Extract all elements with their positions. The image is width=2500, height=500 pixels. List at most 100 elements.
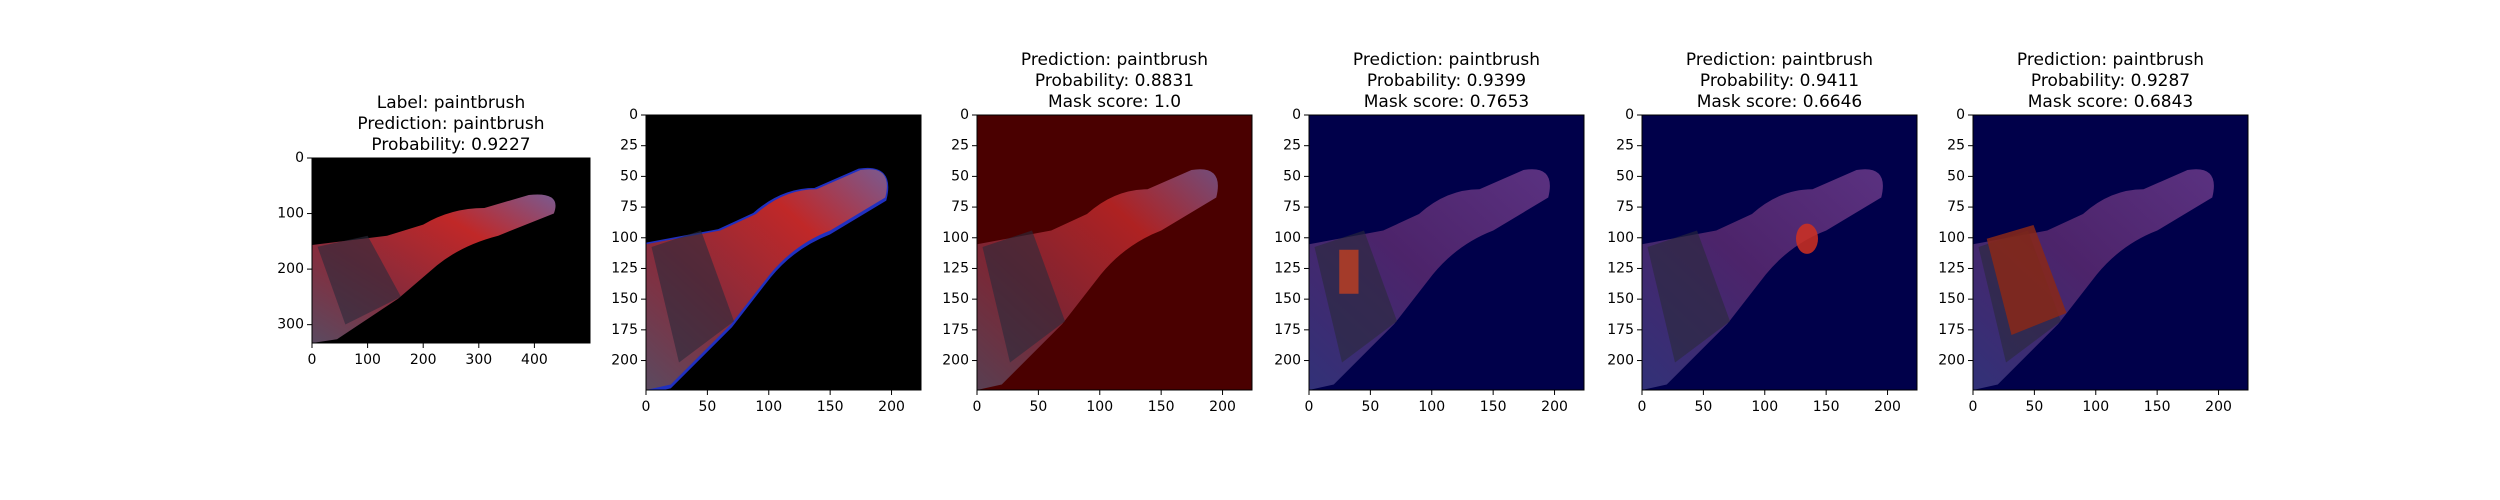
axes-frame (645, 114, 922, 391)
y-tick-label: 0 (1292, 107, 1301, 123)
y-tick-label: 300 (277, 317, 304, 333)
y-tick-label: 200 (1938, 353, 1965, 369)
y-tick-label: 125 (1938, 260, 1965, 276)
y-tick-label: 175 (1938, 322, 1965, 338)
y-tick-label: 50 (951, 168, 969, 184)
y-tick-label: 75 (620, 199, 638, 215)
x-tick-label: 200 (1541, 399, 1568, 415)
panel-title: Prediction: paintbrush (357, 114, 544, 134)
image (1642, 115, 1917, 390)
y-tick-label: 175 (1607, 322, 1634, 338)
x-tick-label: 200 (410, 352, 437, 368)
y-tick-label: 100 (1607, 230, 1634, 246)
x-tick-label: 200 (878, 399, 905, 415)
image (1973, 115, 2248, 390)
panel-title: Mask score: 1.0 (1048, 92, 1181, 112)
x-tick-label: 200 (1209, 399, 1236, 415)
y-tick-label: 150 (1274, 291, 1301, 307)
image (1309, 115, 1584, 390)
bristles (651, 230, 734, 363)
bristles (982, 230, 1065, 363)
axes-frame (311, 157, 591, 344)
x-tick-label: 50 (1029, 399, 1047, 415)
panel-title: Prediction: paintbrush (2017, 50, 2204, 70)
x-tick-label: 0 (973, 399, 982, 415)
x-tick-label: 100 (1418, 399, 1445, 415)
x-tick-label: 100 (354, 352, 381, 368)
x-tick-label: 150 (1480, 399, 1507, 415)
y-tick-label: 200 (1607, 353, 1634, 369)
panel-title: Probability: 0.9411 (1700, 71, 1859, 91)
bristles (1314, 230, 1397, 363)
panel-title: Probability: 0.9287 (2031, 71, 2190, 91)
x-tick-label: 150 (1148, 399, 1175, 415)
y-tick-label: 100 (942, 230, 969, 246)
image-content (1642, 169, 1883, 390)
y-tick-label: 150 (1938, 291, 1965, 307)
y-tick-label: 200 (277, 261, 304, 277)
x-tick-label: 0 (1969, 399, 1978, 415)
y-tick-label: 75 (1616, 199, 1634, 215)
axes-frame (1641, 114, 1918, 391)
panel-title: Label: paintbrush (377, 93, 526, 113)
y-tick-label: 75 (1283, 199, 1301, 215)
y-tick-label: 0 (960, 107, 969, 123)
y-tick-label: 75 (951, 199, 969, 215)
axes-frame (1308, 114, 1585, 391)
panel-title: Mask score: 0.7653 (1364, 92, 1529, 112)
panel-title: Prediction: paintbrush (1021, 50, 1208, 70)
y-tick-label: 0 (1956, 107, 1965, 123)
x-tick-label: 0 (642, 399, 651, 415)
x-tick-label: 50 (698, 399, 716, 415)
y-tick-label: 25 (951, 138, 969, 154)
y-tick-label: 125 (1607, 260, 1634, 276)
y-tick-label: 200 (611, 353, 638, 369)
bristles (1647, 230, 1730, 363)
y-tick-label: 125 (942, 260, 969, 276)
x-tick-label: 150 (2144, 399, 2171, 415)
y-tick-label: 100 (1938, 230, 1965, 246)
panel-title: Prediction: paintbrush (1353, 50, 1540, 70)
x-tick-label: 150 (817, 399, 844, 415)
y-tick-label: 25 (1947, 138, 1965, 154)
y-tick-label: 50 (1283, 168, 1301, 184)
mask-region (1339, 249, 1359, 294)
y-tick-label: 175 (611, 322, 638, 338)
y-tick-label: 50 (1616, 168, 1634, 184)
image-content (646, 167, 889, 390)
y-tick-label: 200 (1274, 353, 1301, 369)
x-tick-label: 150 (1813, 399, 1840, 415)
y-tick-label: 25 (1283, 138, 1301, 154)
y-tick-label: 150 (942, 291, 969, 307)
x-tick-label: 0 (308, 352, 317, 368)
y-tick-label: 175 (942, 322, 969, 338)
x-tick-label: 200 (1874, 399, 1901, 415)
y-tick-label: 150 (611, 291, 638, 307)
image (312, 158, 590, 343)
mask-region (1796, 223, 1818, 254)
y-tick-label: 25 (1616, 138, 1634, 154)
y-tick-label: 125 (1274, 260, 1301, 276)
axes-frame (976, 114, 1253, 391)
image-content (1309, 169, 1550, 390)
y-tick-label: 0 (295, 150, 304, 166)
y-tick-label: 0 (1625, 107, 1634, 123)
image (646, 115, 921, 390)
x-tick-label: 50 (1694, 399, 1712, 415)
panel-title: Probability: 0.9227 (371, 135, 530, 155)
y-tick-label: 125 (611, 260, 638, 276)
image-content (1973, 169, 2214, 390)
mask-region (1986, 225, 2067, 335)
x-tick-label: 50 (2025, 399, 2043, 415)
bristles (317, 235, 401, 325)
y-tick-label: 150 (1607, 291, 1634, 307)
x-tick-label: 400 (521, 352, 548, 368)
x-tick-label: 200 (2205, 399, 2232, 415)
axes-frame (1972, 114, 2249, 391)
image (977, 115, 1252, 390)
panel-title: Probability: 0.8831 (1035, 71, 1194, 91)
y-tick-label: 0 (629, 107, 638, 123)
x-tick-label: 0 (1638, 399, 1647, 415)
x-tick-label: 300 (465, 352, 492, 368)
